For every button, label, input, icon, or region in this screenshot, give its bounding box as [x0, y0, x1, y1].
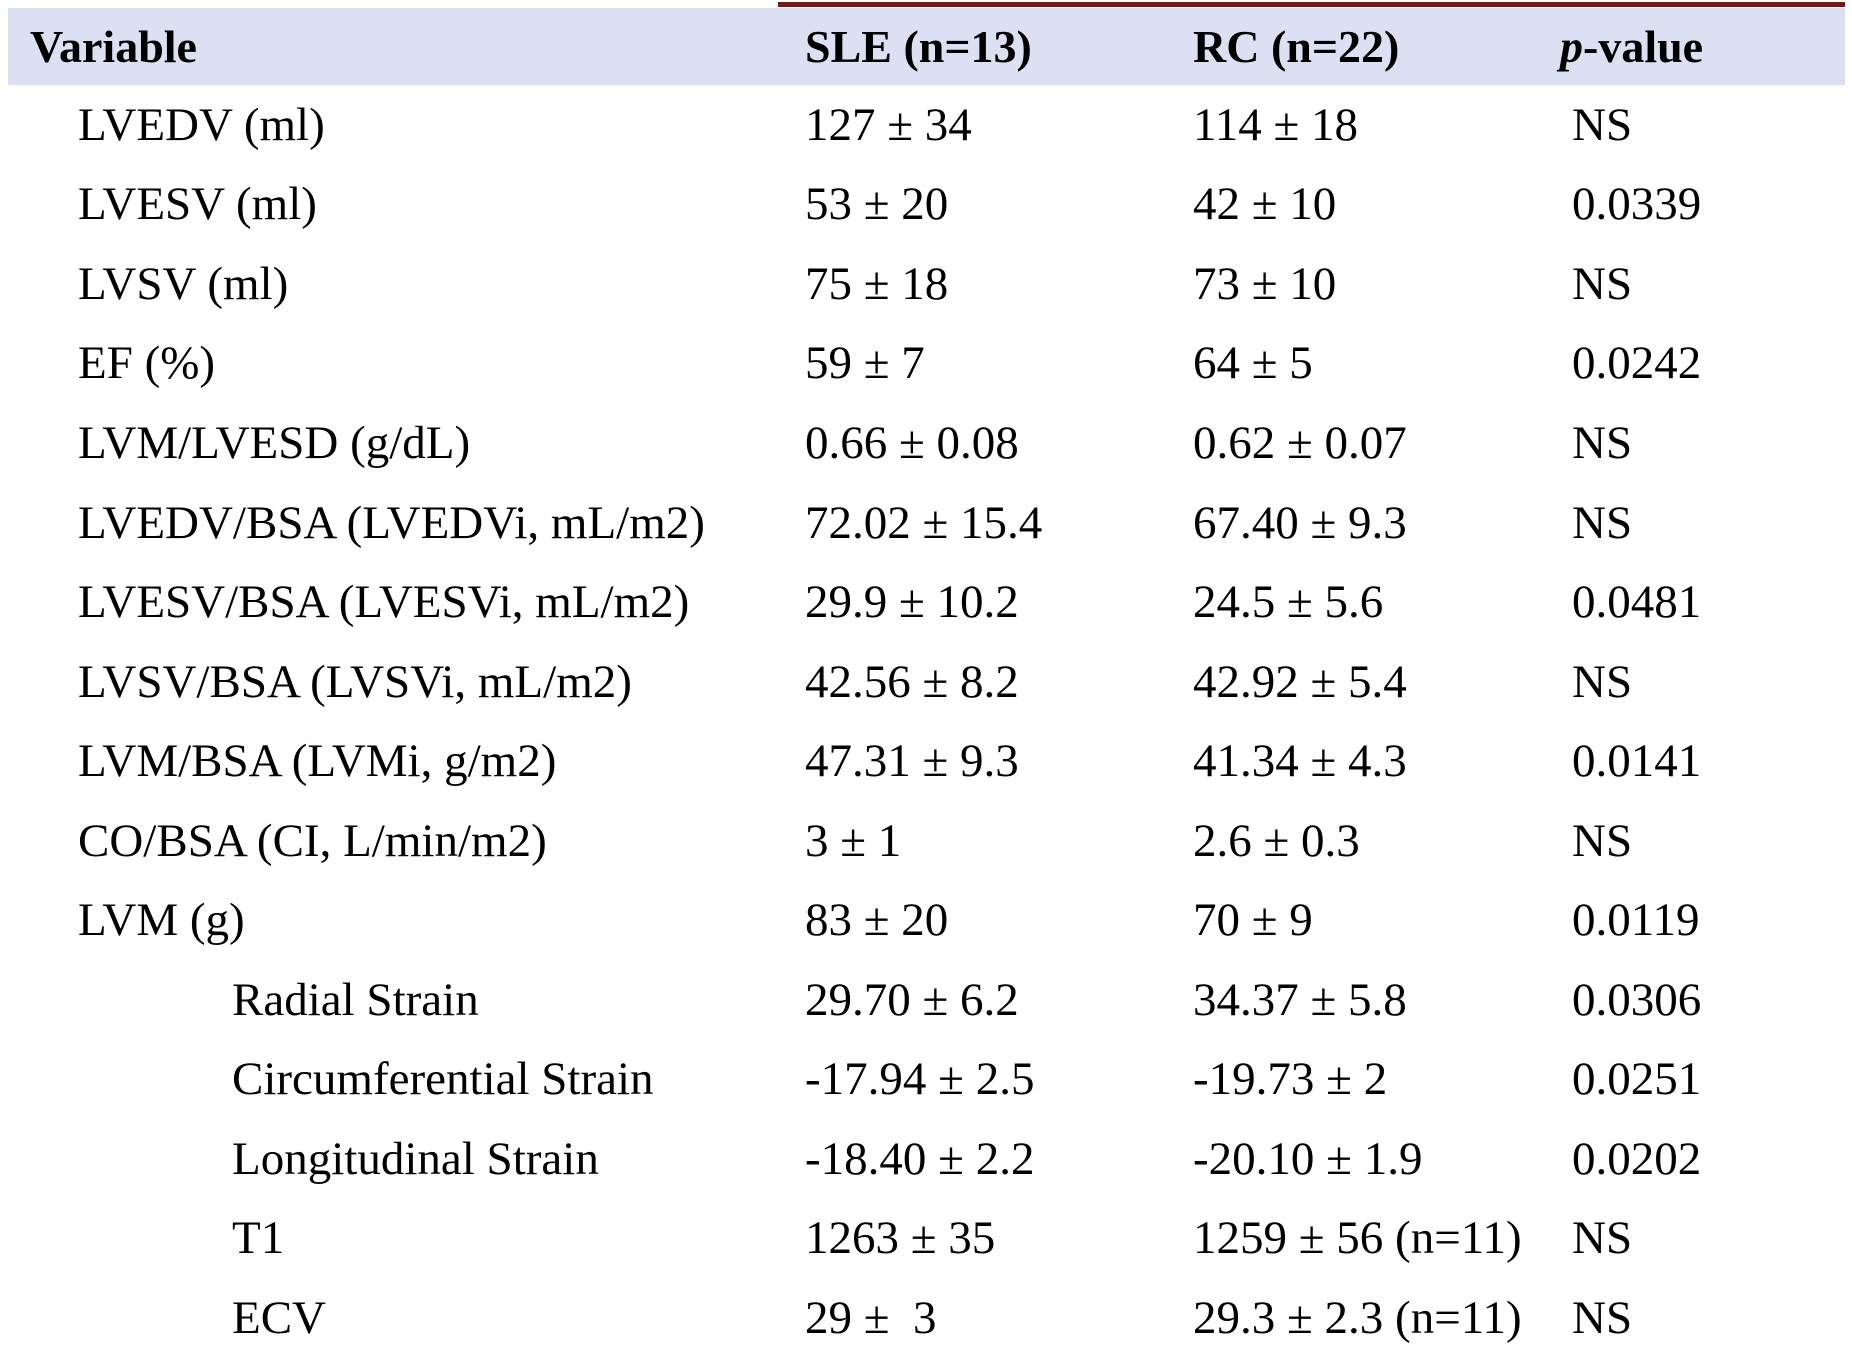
variable-name-cell: CO/BSA (CI, L/min/m2) [78, 814, 547, 867]
rc-value-cell: 41.34 ± 4.3 [1193, 735, 1407, 788]
variable-name-cell: LVESV/BSA (LVESVi, mL/m2) [78, 576, 690, 629]
sle-value-cell: 42.56 ± 8.2 [805, 655, 1019, 708]
column-header-pvalue: p-value [1560, 20, 1845, 73]
table-row: Circumferential Strain -17.94 ± 2.5 -19.… [0, 1040, 1852, 1120]
variable-name-cell: Circumferential Strain [232, 1053, 654, 1106]
rc-value-cell: 1259 ± 56 (n=11) [1193, 1212, 1522, 1265]
rc-value-cell: 24.5 ± 5.6 [1193, 576, 1384, 629]
variable-name-cell: LVEDV/BSA (LVEDVi, mL/m2) [78, 496, 705, 549]
rc-value-cell: 2.6 ± 0.3 [1193, 814, 1360, 867]
variable-name-cell: Radial Strain [232, 973, 479, 1026]
rc-value-cell: 73 ± 10 [1193, 257, 1337, 310]
pvalue-cell: NS [1572, 257, 1633, 310]
variable-name-cell: EF (%) [78, 337, 216, 390]
rc-value-cell: 64 ± 5 [1193, 337, 1313, 390]
rc-value-cell: 34.37 ± 5.8 [1193, 973, 1407, 1026]
pvalue-cell: NS [1572, 814, 1633, 867]
table-row: Radial Strain 29.70 ± 6.2 34.37 ± 5.8 0.… [0, 960, 1852, 1040]
pvalue-cell: NS [1572, 655, 1633, 708]
variable-name-cell: LVSV/BSA (LVSVi, mL/m2) [78, 655, 632, 708]
sle-value-cell: 83 ± 20 [805, 894, 949, 947]
rc-value-cell: 114 ± 18 [1193, 98, 1359, 151]
table-header-row: Variable SLE (n=13) RC (n=22) p-value [8, 8, 1845, 85]
sle-value-cell: 127 ± 34 [805, 98, 972, 151]
table-row: LVEDV (ml) 127 ± 34 114 ± 18 NS [0, 85, 1852, 165]
table-row: CO/BSA (CI, L/min/m2) 3 ± 1 2.6 ± 0.3 NS [0, 801, 1852, 881]
rc-value-cell: 70 ± 9 [1193, 894, 1313, 947]
sle-value-cell: 47.31 ± 9.3 [805, 735, 1019, 788]
table-row: LVESV (ml) 53 ± 20 42 ± 10 0.0339 [0, 165, 1852, 245]
variable-name-cell: ECV [232, 1291, 326, 1344]
variable-name-cell: LVM (g) [78, 894, 245, 947]
pvalue-suffix: -value [1583, 21, 1704, 72]
pvalue-cell: NS [1572, 1291, 1633, 1344]
sle-value-cell: 75 ± 18 [805, 257, 949, 310]
pvalue-cell: NS [1572, 98, 1633, 151]
variable-name-cell: LVSV (ml) [78, 257, 289, 310]
sle-value-cell: 29.70 ± 6.2 [805, 973, 1019, 1026]
rc-value-cell: -20.10 ± 1.9 [1193, 1132, 1423, 1185]
table-row: LVSV/BSA (LVSVi, mL/m2) 42.56 ± 8.2 42.9… [0, 642, 1852, 722]
pvalue-cell: 0.0339 [1572, 178, 1702, 231]
pvalue-cell: NS [1572, 416, 1633, 469]
table-row: ECV 29 ± 3 29.3 ± 2.3 (n=11) NS [0, 1278, 1852, 1358]
table-row: LVSV (ml) 75 ± 18 73 ± 10 NS [0, 244, 1852, 324]
sle-value-cell: 0.66 ± 0.08 [805, 416, 1019, 469]
column-header-variable: Variable [30, 21, 197, 72]
pvalue-cell: 0.0251 [1572, 1053, 1702, 1106]
table-row: LVM (g) 83 ± 20 70 ± 9 0.0119 [0, 880, 1852, 960]
variable-name-cell: LVESV (ml) [78, 178, 317, 231]
table-body: LVEDV (ml) 127 ± 34 114 ± 18 NS LVESV (m… [0, 85, 1852, 1358]
pvalue-cell: 0.0119 [1572, 894, 1700, 947]
pvalue-cell: 0.0306 [1572, 973, 1702, 1026]
rc-value-cell: 0.62 ± 0.07 [1193, 416, 1407, 469]
table-row: LVESV/BSA (LVESVi, mL/m2) 29.9 ± 10.2 24… [0, 562, 1852, 642]
variable-name-cell: LVM/BSA (LVMi, g/m2) [78, 735, 557, 788]
rc-value-cell: 42.92 ± 5.4 [1193, 655, 1407, 708]
table-row: LVM/LVESD (g/dL) 0.66 ± 0.08 0.62 ± 0.07… [0, 403, 1852, 483]
sle-value-cell: 3 ± 1 [805, 814, 902, 867]
rc-value-cell: 29.3 ± 2.3 (n=11) [1193, 1291, 1522, 1344]
pvalue-cell: 0.0481 [1572, 576, 1702, 629]
variable-name-cell: LVM/LVESD (g/dL) [78, 416, 471, 469]
rc-value-cell: 42 ± 10 [1193, 178, 1337, 231]
table-row: T1 1263 ± 35 1259 ± 56 (n=11) NS [0, 1199, 1852, 1279]
pvalue-cell: 0.0141 [1572, 735, 1702, 788]
table-row: LVEDV/BSA (LVEDVi, mL/m2) 72.02 ± 15.4 6… [0, 483, 1852, 563]
sle-value-cell: -18.40 ± 2.2 [805, 1132, 1035, 1185]
pvalue-cell: 0.0202 [1572, 1132, 1702, 1185]
sle-value-cell: 29.9 ± 10.2 [805, 576, 1019, 629]
pvalue-italic-p: p [1560, 21, 1583, 72]
column-header-sle: SLE (n=13) [805, 21, 1032, 72]
rc-value-cell: -19.73 ± 2 [1193, 1053, 1388, 1106]
pvalue-cell: NS [1572, 496, 1633, 549]
pvalue-cell: NS [1572, 1212, 1633, 1265]
table-row: EF (%) 59 ± 7 64 ± 5 0.0242 [0, 324, 1852, 404]
table-row: LVM/BSA (LVMi, g/m2) 47.31 ± 9.3 41.34 ±… [0, 721, 1852, 801]
sle-value-cell: 59 ± 7 [805, 337, 925, 390]
pvalue-cell: 0.0242 [1572, 337, 1702, 390]
variable-name-cell: LVEDV (ml) [78, 98, 325, 151]
sle-value-cell: -17.94 ± 2.5 [805, 1053, 1035, 1106]
sle-value-cell: 72.02 ± 15.4 [805, 496, 1043, 549]
table-top-border-line [778, 2, 1845, 7]
rc-value-cell: 67.40 ± 9.3 [1193, 496, 1407, 549]
variable-name-cell: Longitudinal Strain [232, 1132, 599, 1185]
sle-value-cell: 53 ± 20 [805, 178, 949, 231]
variable-name-cell: T1 [232, 1212, 285, 1265]
table-row: Longitudinal Strain -18.40 ± 2.2 -20.10 … [0, 1119, 1852, 1199]
sle-value-cell: 29 ± 3 [805, 1291, 937, 1344]
column-header-rc: RC (n=22) [1193, 21, 1400, 72]
sle-value-cell: 1263 ± 35 [805, 1212, 996, 1265]
